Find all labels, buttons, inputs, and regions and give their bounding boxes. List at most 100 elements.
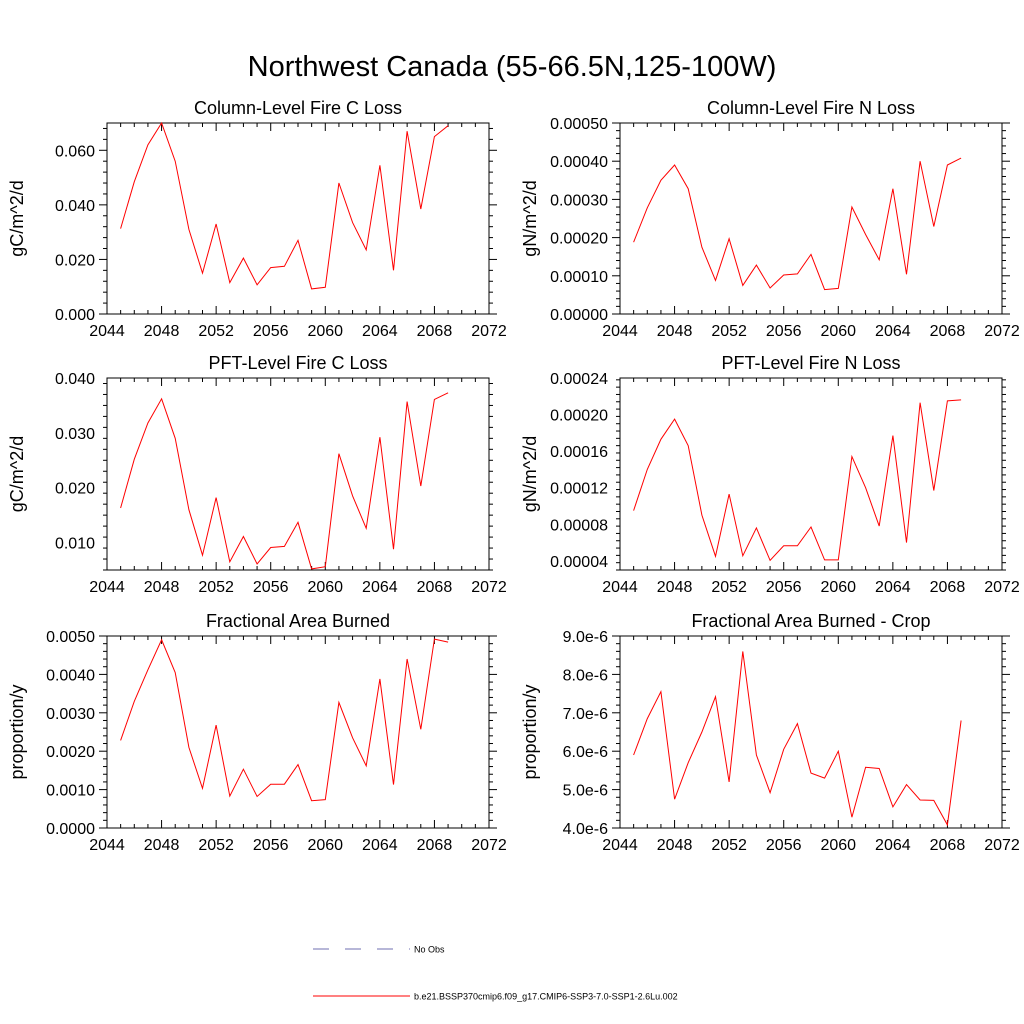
- plot-frame: [619, 122, 1003, 315]
- chart-panel-3: PFT-Level Fire C Loss gC/m^2/d 2044 2048 205…: [7, 353, 507, 596]
- y-axis-label: gN/m^2/d: [520, 180, 540, 256]
- y-tick-label: 0.060: [55, 143, 95, 160]
- y-tick-label: 0.00010: [550, 269, 608, 286]
- y-tick-label: 0.000: [55, 307, 95, 324]
- x-tick-label: 2060: [307, 323, 343, 340]
- x-tick-label: 2044: [602, 837, 638, 854]
- x-tick-label: 2056: [766, 579, 802, 596]
- x-tick-label: 2048: [144, 579, 180, 596]
- y-tick-label: 6.0e-6: [563, 744, 608, 761]
- series-line-model-run: [120, 638, 449, 802]
- x-tick-label: 2044: [89, 837, 125, 854]
- y-tick-label: 0.040: [55, 371, 95, 388]
- x-tick-label: 2072: [471, 579, 507, 596]
- x-tick-label: 2052: [711, 323, 747, 340]
- series-line-model-run: [120, 392, 449, 570]
- x-tick-label: 2068: [930, 837, 966, 854]
- x-tick-label: 2044: [602, 579, 638, 596]
- y-tick-label: 0.00030: [550, 192, 608, 209]
- legend-label-no-obs: No Obs: [414, 945, 445, 955]
- x-tick-label: 2060: [307, 837, 343, 854]
- y-tick-label: 0.00008: [550, 517, 608, 534]
- y-tick-label: 4.0e-6: [563, 821, 608, 838]
- y-tick-label: 0.010: [55, 536, 95, 553]
- plot-frame: [619, 377, 1003, 571]
- chart-title: Column-Level Fire C Loss: [194, 98, 402, 118]
- y-tick-label: 0.00040: [550, 154, 608, 171]
- x-tick-label: 2048: [657, 323, 693, 340]
- chart-panels: Column-Level Fire C Loss gC/m^2/d 2044 2048…: [7, 98, 1020, 854]
- x-tick-label: 2064: [875, 323, 911, 340]
- chart-title: PFT-Level Fire C Loss: [208, 353, 387, 373]
- x-tick-label: 2060: [820, 837, 856, 854]
- y-tick-label: 0.00016: [550, 444, 608, 461]
- y-tick-label: 0.0010: [46, 783, 95, 800]
- y-tick-label: 0.0030: [46, 706, 95, 723]
- x-tick-label: 2048: [657, 837, 693, 854]
- y-tick-label: 0.0050: [46, 629, 95, 646]
- y-tick-label: 0.0020: [46, 744, 95, 761]
- x-tick-label: 2056: [253, 837, 289, 854]
- x-tick-label: 2064: [362, 579, 398, 596]
- x-tick-label: 2060: [820, 579, 856, 596]
- y-tick-label: 0.020: [55, 481, 95, 498]
- x-tick-label: 2052: [711, 579, 747, 596]
- y-axis-label: proportion/y: [520, 684, 540, 779]
- plot-frame: [106, 635, 490, 829]
- x-tick-label: 2060: [820, 323, 856, 340]
- chart-panel-4: PFT-Level Fire N Loss gN/m^2/d 2044 2048 205…: [520, 353, 1020, 596]
- y-tick-label: 0.00000: [550, 307, 608, 324]
- x-tick-label: 2044: [602, 323, 638, 340]
- x-tick-label: 2068: [417, 323, 453, 340]
- x-tick-label: 2072: [984, 323, 1020, 340]
- y-tick-label: 0.00020: [550, 408, 608, 425]
- series-line-model-run: [120, 121, 449, 290]
- y-tick-label: 0.040: [55, 198, 95, 215]
- plot-frame: [619, 635, 1003, 829]
- chart-title: PFT-Level Fire N Loss: [721, 353, 900, 373]
- x-tick-label: 2048: [144, 323, 180, 340]
- y-tick-label: 9.0e-6: [563, 629, 608, 646]
- x-tick-label: 2056: [766, 837, 802, 854]
- chart-title: Fractional Area Burned - Crop: [691, 611, 930, 631]
- chart-title: Column-Level Fire N Loss: [707, 98, 915, 118]
- y-tick-label: 0.00020: [550, 231, 608, 248]
- x-tick-label: 2064: [875, 837, 911, 854]
- y-tick-label: 0.0040: [46, 667, 95, 684]
- y-tick-label: 8.0e-6: [563, 667, 608, 684]
- y-axis-label: gC/m^2/d: [7, 436, 27, 512]
- x-tick-label: 2048: [144, 837, 180, 854]
- x-tick-label: 2068: [417, 579, 453, 596]
- y-axis-label: gC/m^2/d: [7, 180, 27, 256]
- y-tick-label: 0.020: [55, 252, 95, 269]
- series-line-model-run: [633, 651, 962, 827]
- x-tick-label: 2060: [307, 579, 343, 596]
- x-tick-label: 2072: [471, 837, 507, 854]
- x-tick-label: 2064: [362, 323, 398, 340]
- y-tick-label: 0.00050: [550, 116, 608, 133]
- chart-panel-5: Fractional Area Burned proportion/y 2044 20…: [7, 611, 507, 854]
- x-tick-label: 2064: [875, 579, 911, 596]
- y-tick-label: 0.00004: [550, 554, 608, 571]
- x-tick-label: 2052: [198, 579, 234, 596]
- legend-label-model-run: b.e21.BSSP370cmip6.f09_g17.CMIP6-SSP3-7.…: [414, 992, 678, 1002]
- x-tick-label: 2068: [930, 579, 966, 596]
- x-tick-label: 2072: [984, 579, 1020, 596]
- y-tick-label: 0.030: [55, 426, 95, 443]
- x-tick-label: 2056: [766, 323, 802, 340]
- x-tick-label: 2072: [471, 323, 507, 340]
- x-tick-label: 2052: [198, 837, 234, 854]
- series-line-model-run: [633, 399, 962, 562]
- x-tick-label: 2064: [362, 837, 398, 854]
- y-tick-label: 7.0e-6: [563, 706, 608, 723]
- y-axis-label: proportion/y: [7, 684, 27, 779]
- legend: No Obs b.e21.BSSP370cmip6.f09_g17.CMIP6-…: [313, 945, 678, 1002]
- x-tick-label: 2052: [711, 837, 747, 854]
- y-tick-label: 5.0e-6: [563, 783, 608, 800]
- x-tick-label: 2056: [253, 323, 289, 340]
- x-tick-label: 2052: [198, 323, 234, 340]
- y-tick-label: 0.00012: [550, 481, 608, 498]
- y-tick-label: 0.0000: [46, 821, 95, 838]
- x-tick-label: 2056: [253, 579, 289, 596]
